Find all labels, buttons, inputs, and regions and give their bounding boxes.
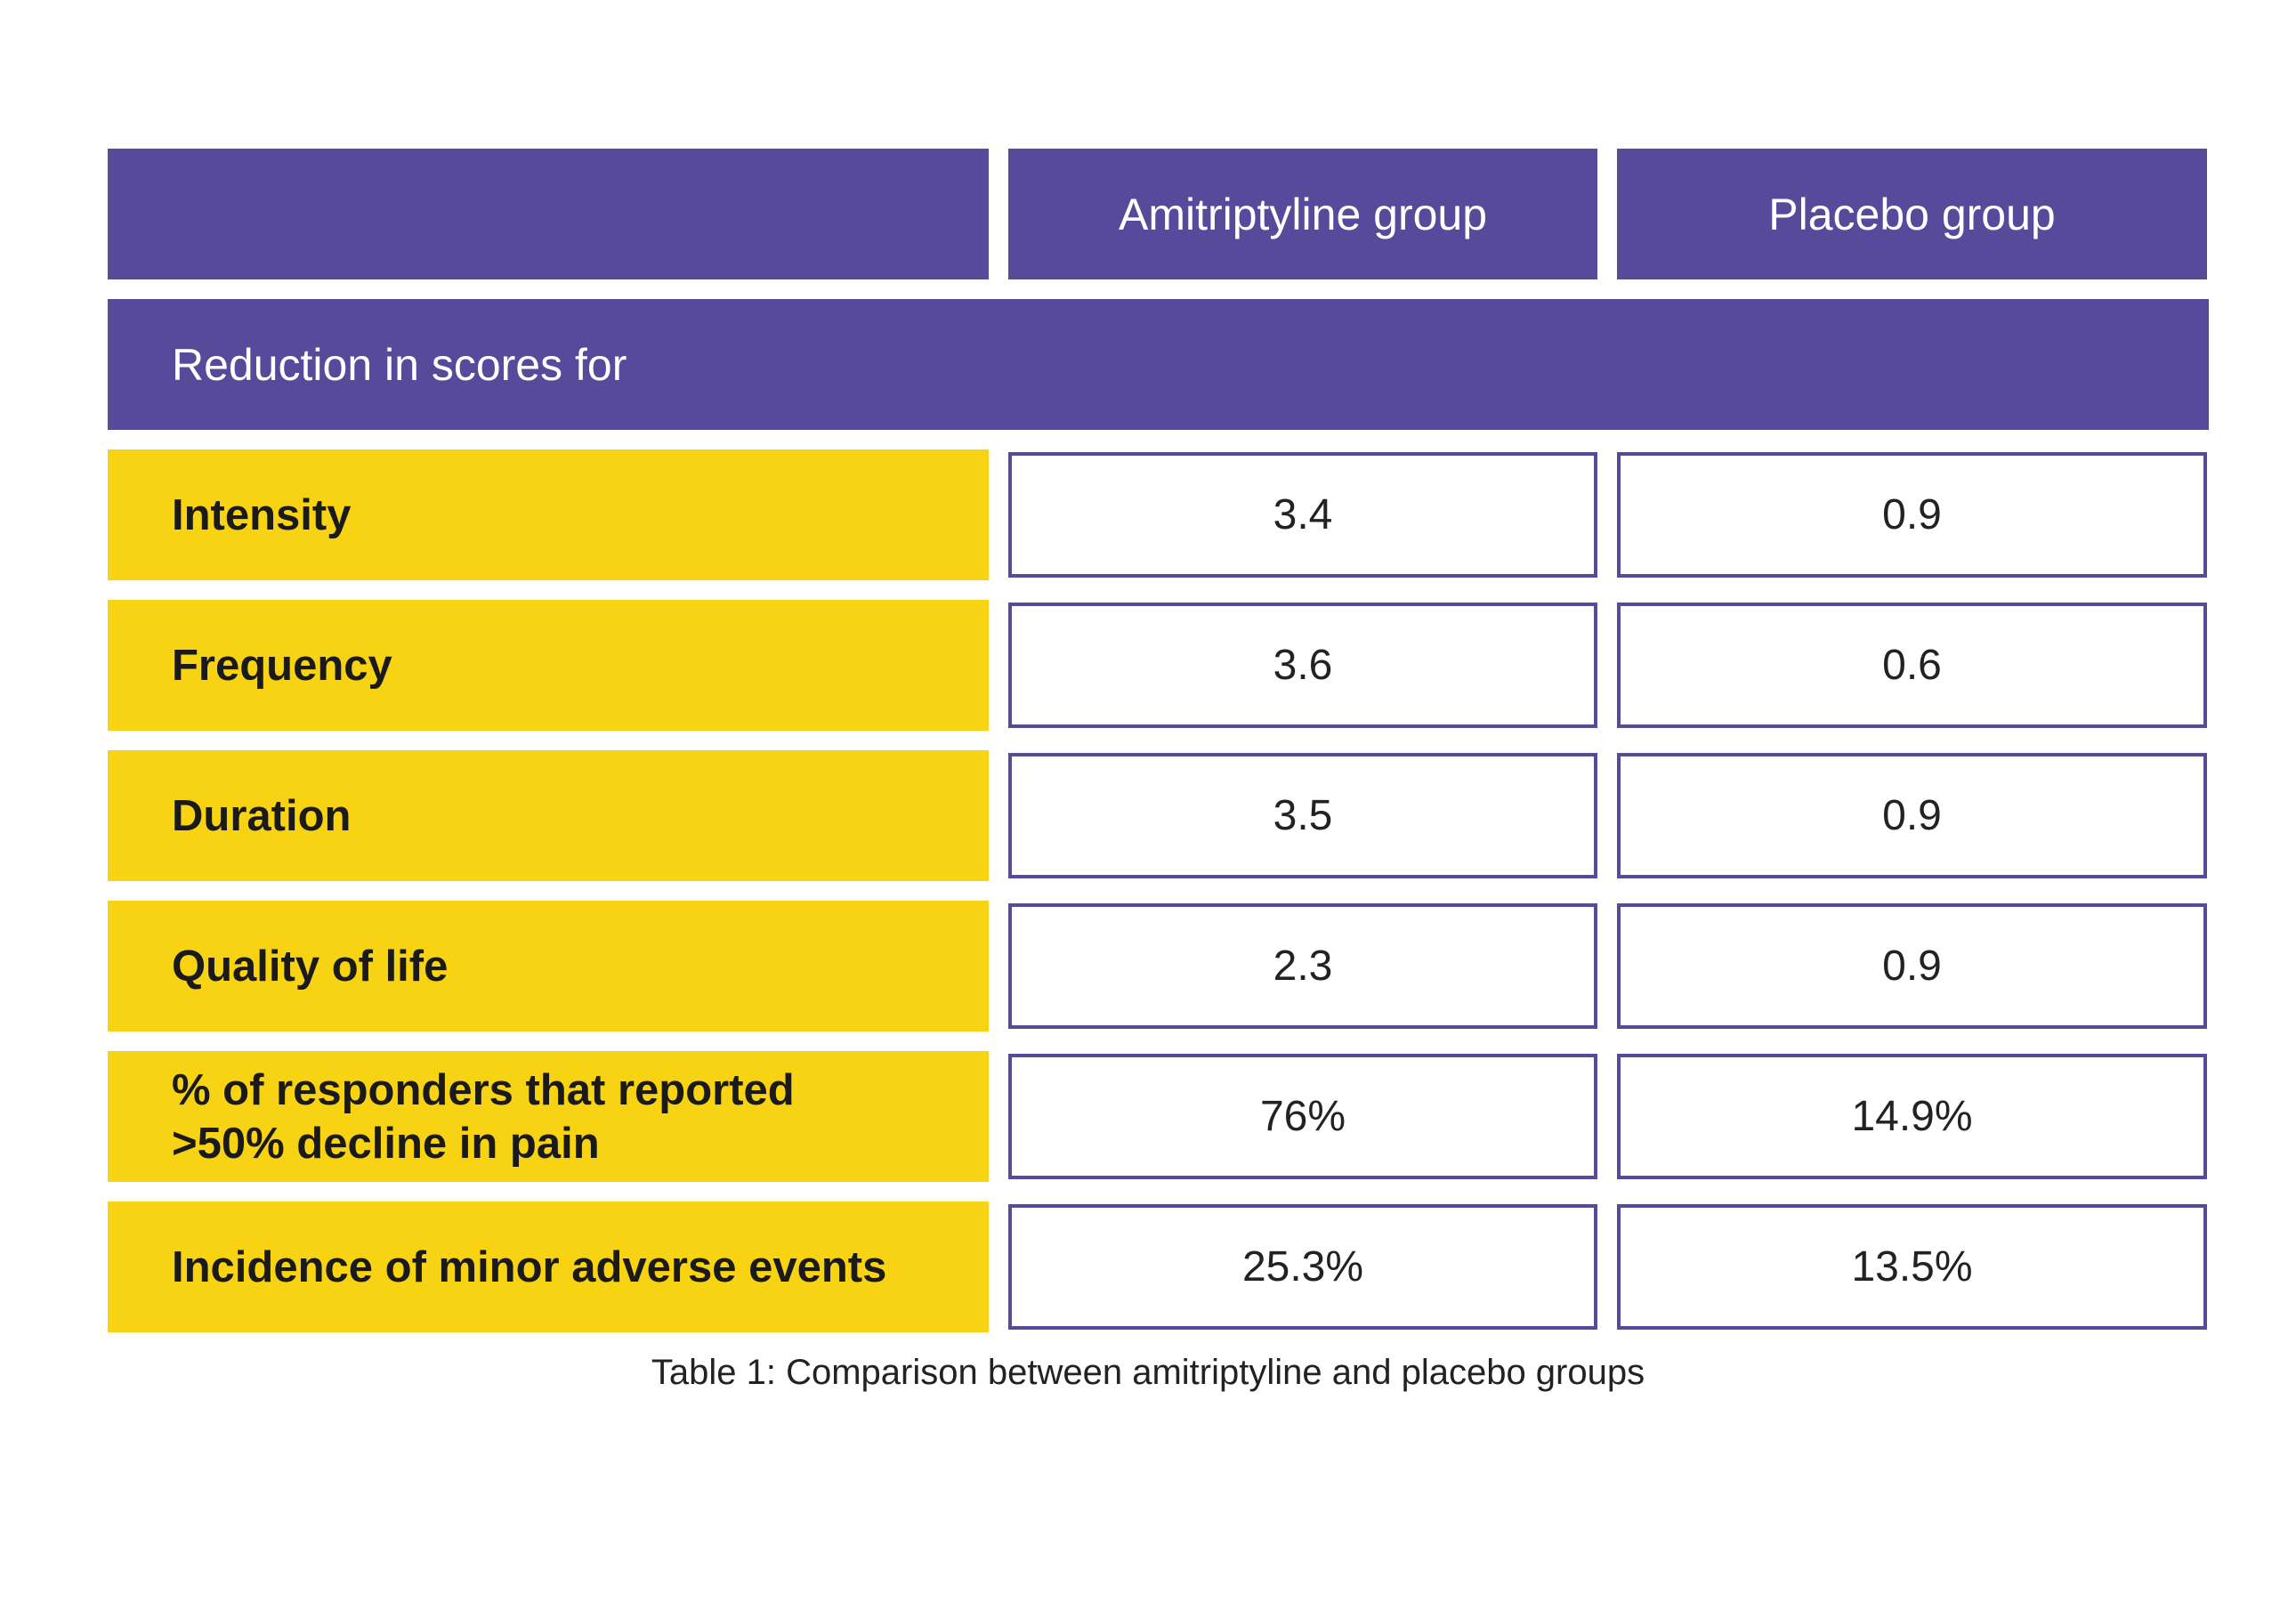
amitriptyline-value: 25.3% bbox=[1008, 1204, 1597, 1330]
header-amitriptyline-group: Amitriptyline group bbox=[1008, 149, 1597, 279]
table-caption: Table 1: Comparison between amitriptylin… bbox=[651, 1353, 1645, 1392]
header-row: Amitriptyline group Placebo group bbox=[108, 149, 2209, 279]
table-row: Intensity 3.4 0.9 bbox=[108, 449, 2209, 580]
placebo-value: 0.9 bbox=[1617, 753, 2207, 878]
amitriptyline-value: 3.6 bbox=[1008, 603, 1597, 728]
row-label: % of responders that reported >50% decli… bbox=[108, 1051, 989, 1182]
placebo-value: 0.9 bbox=[1617, 452, 2207, 578]
table-row: Frequency 3.6 0.6 bbox=[108, 600, 2209, 731]
header-blank-cell bbox=[108, 149, 989, 279]
amitriptyline-value: 76% bbox=[1008, 1054, 1597, 1179]
row-label: Quality of life bbox=[108, 901, 989, 1032]
header-placebo-group: Placebo group bbox=[1617, 149, 2207, 279]
amitriptyline-value: 2.3 bbox=[1008, 903, 1597, 1029]
row-label: Intensity bbox=[108, 449, 989, 580]
placebo-value: 0.6 bbox=[1617, 603, 2207, 728]
table-row: Duration 3.5 0.9 bbox=[108, 750, 2209, 881]
amitriptyline-value: 3.4 bbox=[1008, 452, 1597, 578]
table-row: Incidence of minor adverse events 25.3% … bbox=[108, 1202, 2209, 1332]
section-title: Reduction in scores for bbox=[108, 299, 2209, 430]
table-row: Quality of life 2.3 0.9 bbox=[108, 901, 2209, 1032]
row-label: Frequency bbox=[108, 600, 989, 731]
placebo-value: 0.9 bbox=[1617, 903, 2207, 1029]
comparison-table: Amitriptyline group Placebo group Reduct… bbox=[108, 149, 2209, 1352]
row-label: Incidence of minor adverse events bbox=[108, 1202, 989, 1332]
table-row: % of responders that reported >50% decli… bbox=[108, 1051, 2209, 1182]
placebo-value: 13.5% bbox=[1617, 1204, 2207, 1330]
amitriptyline-value: 3.5 bbox=[1008, 753, 1597, 878]
row-label: Duration bbox=[108, 750, 989, 881]
section-row: Reduction in scores for bbox=[108, 299, 2209, 430]
placebo-value: 14.9% bbox=[1617, 1054, 2207, 1179]
